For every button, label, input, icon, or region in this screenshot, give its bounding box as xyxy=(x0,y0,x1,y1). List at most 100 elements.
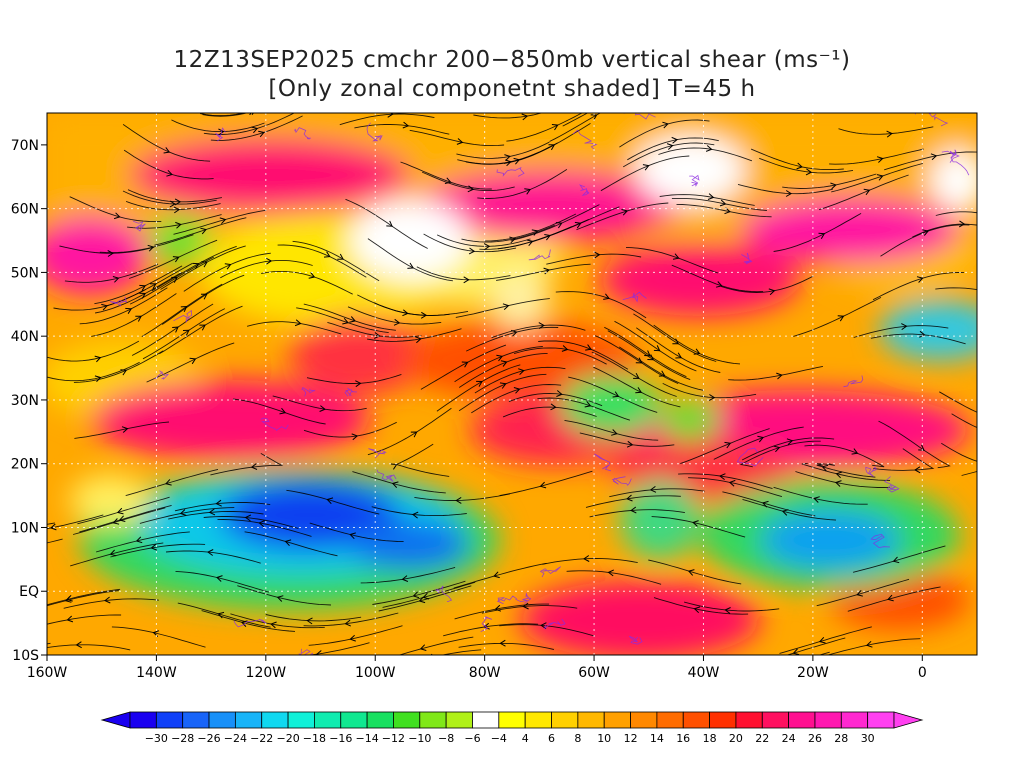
streamline xyxy=(671,264,764,293)
streamline-arrow xyxy=(548,144,556,151)
streamline xyxy=(47,590,119,607)
streamline-arrow xyxy=(182,329,190,336)
streamline-arrow xyxy=(781,509,789,516)
streamline-arrow xyxy=(719,199,727,207)
contour-line xyxy=(736,447,764,467)
streamline-arrow xyxy=(982,412,988,418)
streamline-arrow xyxy=(805,168,813,176)
streamline-arrow xyxy=(531,229,539,236)
streamline xyxy=(122,124,211,162)
streamline-arrow xyxy=(172,256,180,263)
streamline-arrow xyxy=(539,481,547,489)
streamline xyxy=(47,340,140,362)
streamline xyxy=(653,324,741,365)
streamline-arrow xyxy=(605,100,611,105)
contour-line xyxy=(109,296,128,307)
colorbar-swatch xyxy=(182,711,210,729)
streamline xyxy=(688,477,783,498)
streamline-arrow xyxy=(107,250,114,257)
streamline xyxy=(466,326,559,352)
streamline xyxy=(619,119,710,148)
streamline-arrow xyxy=(502,303,510,310)
streamline xyxy=(110,543,206,558)
streamline xyxy=(175,570,270,593)
streamline xyxy=(455,298,550,318)
streamline xyxy=(737,183,833,195)
contour-line xyxy=(301,386,316,397)
streamline xyxy=(474,366,566,394)
contour-line xyxy=(594,453,612,472)
streamline-arrow xyxy=(666,143,674,150)
streamline-arrow xyxy=(584,400,592,408)
streamline xyxy=(739,440,821,468)
streamline-arrow xyxy=(172,326,179,333)
streamline xyxy=(139,507,235,524)
streamline-arrow xyxy=(250,463,258,470)
streamline-arrow xyxy=(386,220,393,227)
latitude-axis: 70N 60N 50N 40N 30N 20N 10N EQ 10S xyxy=(11,138,47,664)
streamline xyxy=(795,471,890,488)
streamline xyxy=(141,283,223,337)
streamline-arrow xyxy=(217,611,225,619)
streamline-arrow xyxy=(163,147,171,154)
streamline-arrow xyxy=(422,592,430,600)
colorbar-swatch xyxy=(472,711,500,729)
streamline xyxy=(816,463,876,478)
colorbar-label: 4 xyxy=(522,732,529,745)
streamline-arrow xyxy=(199,324,206,331)
streamline xyxy=(220,259,313,279)
streamline-arrow xyxy=(125,307,133,314)
streamline xyxy=(202,113,248,117)
streamline-arrow xyxy=(715,281,723,288)
streamline xyxy=(671,197,767,211)
streamline xyxy=(183,252,271,292)
lon-label: 140W xyxy=(136,665,177,681)
streamline xyxy=(95,531,190,553)
streamline-arrow xyxy=(644,350,651,357)
streamline xyxy=(852,545,946,573)
streamline-arrow xyxy=(323,251,331,258)
streamline xyxy=(935,287,977,291)
streamline xyxy=(127,214,222,229)
streamline-arrow xyxy=(120,369,128,376)
streamline-arrow xyxy=(139,284,146,291)
streamline-arrow xyxy=(49,523,57,531)
streamline-arrow xyxy=(113,212,121,220)
streamline xyxy=(458,352,548,388)
contour-line xyxy=(480,616,493,633)
colorbar-label: 18 xyxy=(703,732,717,745)
streamline-arrow xyxy=(635,387,643,394)
streamline-arrow xyxy=(208,508,216,516)
streamline xyxy=(676,203,772,218)
colorbar-swatch xyxy=(603,711,631,729)
streamline xyxy=(773,486,868,505)
streamline-arrow xyxy=(687,569,695,576)
streamline-arrow xyxy=(207,549,214,556)
streamline-arrow xyxy=(179,509,187,516)
streamline xyxy=(564,419,659,441)
lat-label: EQ xyxy=(19,584,39,600)
streamline-arrow xyxy=(813,496,820,503)
colorbar-label: −16 xyxy=(329,732,352,745)
streamline xyxy=(589,509,685,518)
streamline xyxy=(59,245,155,254)
colorbar-label: −10 xyxy=(408,732,431,745)
streamline xyxy=(210,453,284,476)
streamline xyxy=(125,200,221,211)
colorbar-label: −12 xyxy=(382,732,405,745)
streamline-arrow xyxy=(505,159,512,167)
colorbar-swatch xyxy=(498,711,526,729)
streamline-arrow xyxy=(918,444,925,451)
streamline-arrow xyxy=(538,322,545,330)
streamline-arrow xyxy=(10,546,15,552)
colorbar-label: −6 xyxy=(464,732,480,745)
colorbar-swatch xyxy=(129,711,157,729)
streamline xyxy=(47,614,122,625)
streamline xyxy=(303,612,399,627)
streamline xyxy=(372,580,466,605)
colorbar-swatch xyxy=(445,711,473,729)
streamline-arrow xyxy=(500,360,508,367)
streamline xyxy=(265,614,362,622)
streamline xyxy=(461,224,555,243)
streamline-arrow xyxy=(192,262,200,269)
